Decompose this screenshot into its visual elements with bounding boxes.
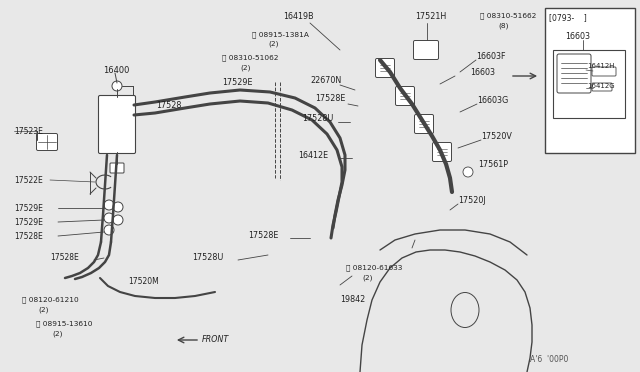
Circle shape xyxy=(113,202,123,212)
Text: 17528E: 17528E xyxy=(50,253,79,263)
Text: (2): (2) xyxy=(240,65,250,71)
Text: 16603: 16603 xyxy=(470,67,495,77)
Text: 17528E: 17528E xyxy=(315,93,346,103)
Circle shape xyxy=(112,81,122,91)
FancyBboxPatch shape xyxy=(592,83,612,91)
Text: (8): (8) xyxy=(498,23,509,29)
Circle shape xyxy=(104,213,114,223)
Text: (2): (2) xyxy=(362,275,372,281)
Text: 19842: 19842 xyxy=(340,295,365,305)
Text: 16400: 16400 xyxy=(103,65,129,74)
Text: (2): (2) xyxy=(38,307,49,313)
Text: 17529E: 17529E xyxy=(222,77,253,87)
Bar xyxy=(545,8,635,153)
Text: 17528: 17528 xyxy=(156,100,181,109)
Text: FRONT: FRONT xyxy=(202,336,229,344)
Text: 17528E: 17528E xyxy=(248,231,278,240)
Circle shape xyxy=(104,200,114,210)
FancyBboxPatch shape xyxy=(557,54,591,93)
Text: 17528U: 17528U xyxy=(192,253,223,263)
FancyBboxPatch shape xyxy=(413,41,438,60)
Text: Ⓝ 08310-51062: Ⓝ 08310-51062 xyxy=(222,55,278,61)
Text: 17528U: 17528U xyxy=(302,113,333,122)
Text: 17522E: 17522E xyxy=(14,176,43,185)
Text: Ⓦ 08915-1381A: Ⓦ 08915-1381A xyxy=(252,32,309,38)
Text: 16603G: 16603G xyxy=(477,96,508,105)
Circle shape xyxy=(463,167,473,177)
Text: 17520M: 17520M xyxy=(128,278,159,286)
Text: 16412E: 16412E xyxy=(298,151,328,160)
Text: 16603: 16603 xyxy=(565,32,590,41)
Text: Ⓓ 08120-61633: Ⓓ 08120-61633 xyxy=(346,265,403,271)
Text: Ⓓ 08120-61210: Ⓓ 08120-61210 xyxy=(22,297,79,303)
Text: [0793-    ]: [0793- ] xyxy=(549,13,587,22)
Text: 17523E: 17523E xyxy=(14,126,43,135)
FancyBboxPatch shape xyxy=(36,134,58,151)
FancyBboxPatch shape xyxy=(433,142,451,161)
FancyBboxPatch shape xyxy=(396,87,415,106)
Text: 16419B: 16419B xyxy=(283,12,314,20)
FancyBboxPatch shape xyxy=(110,163,124,173)
Text: Ⓦ 08915-13610: Ⓦ 08915-13610 xyxy=(36,321,93,327)
Text: 17520J: 17520J xyxy=(458,196,486,205)
Text: 16412H: 16412H xyxy=(587,63,614,69)
Text: 22670N: 22670N xyxy=(310,76,341,84)
Bar xyxy=(553,50,625,118)
Text: Ⓝ 08310-51662: Ⓝ 08310-51662 xyxy=(480,13,536,19)
FancyBboxPatch shape xyxy=(99,96,136,154)
Text: 17561P: 17561P xyxy=(478,160,508,169)
Text: 17521H: 17521H xyxy=(415,12,446,20)
Text: 16412G: 16412G xyxy=(587,83,614,89)
Text: 17528E: 17528E xyxy=(14,231,43,241)
FancyBboxPatch shape xyxy=(376,58,394,77)
Text: 17520V: 17520V xyxy=(481,131,512,141)
FancyBboxPatch shape xyxy=(592,67,616,76)
Text: 16603F: 16603F xyxy=(476,51,506,61)
FancyBboxPatch shape xyxy=(415,115,433,134)
Text: 17529E: 17529E xyxy=(14,203,43,212)
Text: 17529E: 17529E xyxy=(14,218,43,227)
Text: (2): (2) xyxy=(52,331,63,337)
Text: (2): (2) xyxy=(268,41,278,47)
Circle shape xyxy=(113,215,123,225)
Circle shape xyxy=(104,225,114,235)
Text: A'6  '00P0: A'6 '00P0 xyxy=(530,356,568,365)
